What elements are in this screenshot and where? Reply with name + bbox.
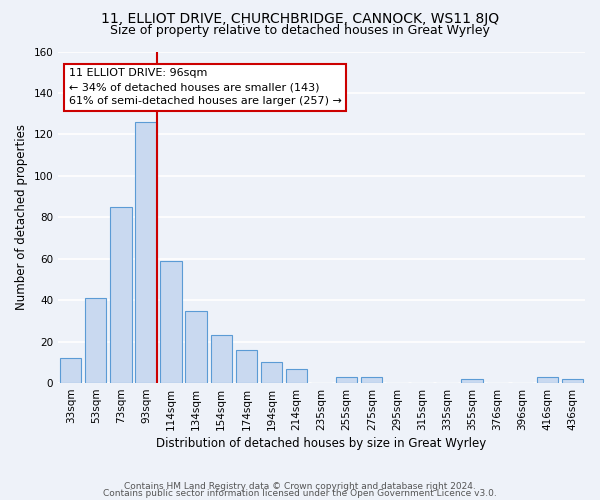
Text: Contains public sector information licensed under the Open Government Licence v3: Contains public sector information licen… — [103, 490, 497, 498]
Text: Size of property relative to detached houses in Great Wyrley: Size of property relative to detached ho… — [110, 24, 490, 37]
Bar — [537, 377, 558, 383]
Text: 11, ELLIOT DRIVE, CHURCHBRIDGE, CANNOCK, WS11 8JQ: 11, ELLIOT DRIVE, CHURCHBRIDGE, CANNOCK,… — [101, 12, 499, 26]
Bar — [361, 377, 382, 383]
Bar — [160, 261, 182, 383]
Y-axis label: Number of detached properties: Number of detached properties — [15, 124, 28, 310]
Bar — [110, 207, 131, 383]
Bar — [261, 362, 282, 383]
Bar — [562, 379, 583, 383]
Bar — [336, 377, 358, 383]
Bar — [85, 298, 106, 383]
Bar — [236, 350, 257, 383]
Bar — [136, 122, 157, 383]
Text: 11 ELLIOT DRIVE: 96sqm
← 34% of detached houses are smaller (143)
61% of semi-de: 11 ELLIOT DRIVE: 96sqm ← 34% of detached… — [69, 68, 341, 106]
X-axis label: Distribution of detached houses by size in Great Wyrley: Distribution of detached houses by size … — [157, 437, 487, 450]
Text: Contains HM Land Registry data © Crown copyright and database right 2024.: Contains HM Land Registry data © Crown c… — [124, 482, 476, 491]
Bar — [185, 310, 207, 383]
Bar — [60, 358, 82, 383]
Bar — [211, 336, 232, 383]
Bar — [286, 368, 307, 383]
Bar — [461, 379, 483, 383]
